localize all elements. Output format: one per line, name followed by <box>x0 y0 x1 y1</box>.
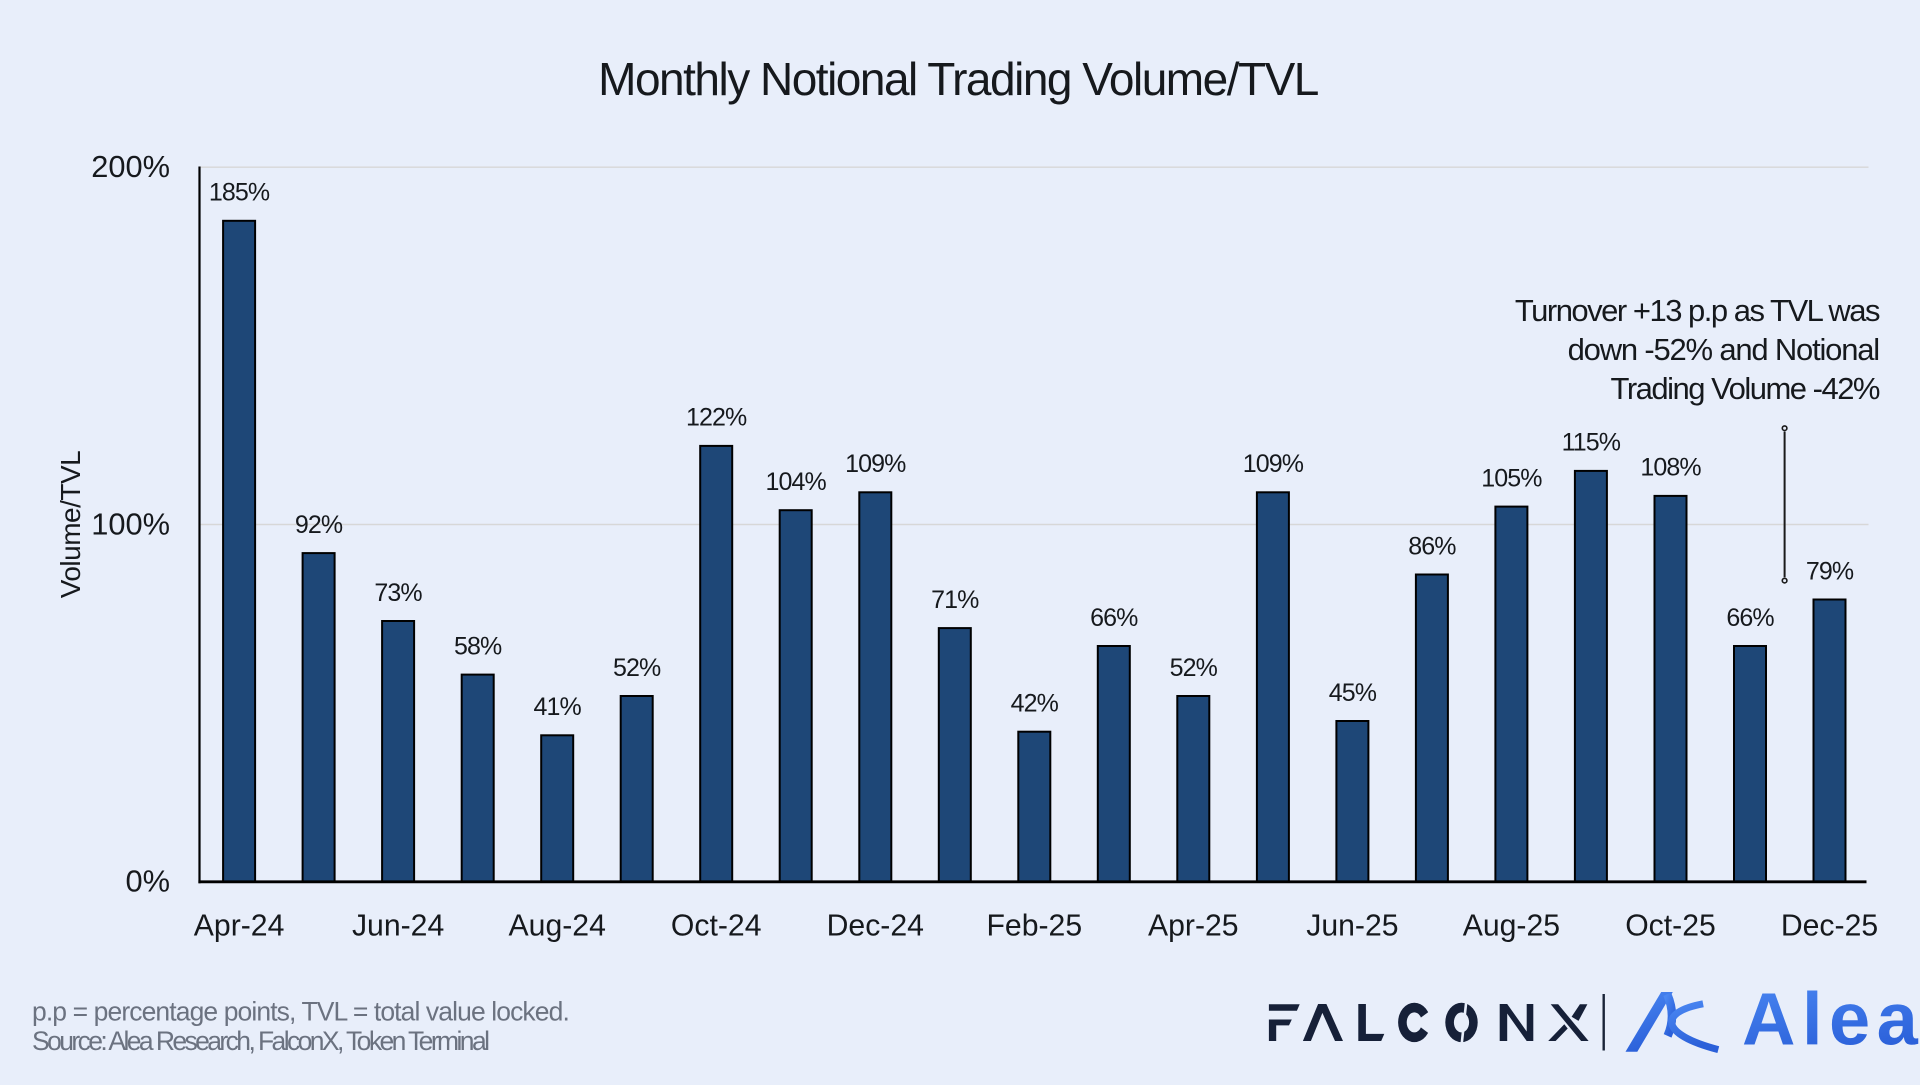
svg-text:Volume/TVL: Volume/TVL <box>55 451 86 599</box>
svg-text:108%: 108% <box>1640 454 1701 482</box>
svg-text:185%: 185% <box>209 179 270 207</box>
svg-text:Turnover +13 p.p as TVL was: Turnover +13 p.p as TVL was <box>1515 293 1880 328</box>
svg-text:105%: 105% <box>1481 464 1542 492</box>
svg-text:Trading Volume -42%: Trading Volume -42% <box>1611 371 1880 406</box>
svg-text:100%: 100% <box>91 507 170 542</box>
svg-text:Dec-25: Dec-25 <box>1781 910 1878 943</box>
svg-text:41%: 41% <box>534 693 582 721</box>
svg-text:71%: 71% <box>931 586 979 614</box>
svg-text:down -52% and Notional: down -52% and Notional <box>1568 332 1879 367</box>
svg-text:79%: 79% <box>1806 557 1854 585</box>
svg-text:Feb-25: Feb-25 <box>986 910 1082 943</box>
svg-text:Dec-24: Dec-24 <box>827 910 924 943</box>
svg-text:Apr-25: Apr-25 <box>1148 910 1239 943</box>
svg-text:Apr-24: Apr-24 <box>194 910 285 943</box>
svg-text:p.p = percentage points, TVL =: p.p = percentage points, TVL = total val… <box>32 996 569 1026</box>
svg-text:45%: 45% <box>1329 679 1377 707</box>
svg-text:109%: 109% <box>845 450 906 478</box>
svg-text:Jun-25: Jun-25 <box>1306 910 1398 943</box>
svg-text:86%: 86% <box>1408 532 1456 560</box>
svg-text:200%: 200% <box>91 149 170 184</box>
svg-text:Source: Alea Research, FalconX: Source: Alea Research, FalconX, Token Te… <box>32 1026 489 1056</box>
svg-text:Aug-25: Aug-25 <box>1463 910 1560 943</box>
svg-text:58%: 58% <box>454 632 502 660</box>
svg-text:Monthly Notional Trading Volum: Monthly Notional Trading Volume/TVL <box>598 53 1319 105</box>
svg-text:Oct-25: Oct-25 <box>1625 910 1716 943</box>
svg-text:109%: 109% <box>1243 450 1304 478</box>
svg-text:92%: 92% <box>295 511 343 539</box>
svg-text:73%: 73% <box>374 579 422 607</box>
svg-text:Aug-24: Aug-24 <box>509 910 606 943</box>
svg-text:115%: 115% <box>1562 429 1621 457</box>
svg-text:66%: 66% <box>1090 604 1138 632</box>
svg-text:122%: 122% <box>686 404 747 432</box>
svg-text:104%: 104% <box>766 468 827 496</box>
svg-text:0%: 0% <box>125 864 170 899</box>
svg-text:52%: 52% <box>613 654 661 682</box>
svg-text:Jun-24: Jun-24 <box>352 910 444 943</box>
svg-text:66%: 66% <box>1726 604 1774 632</box>
svg-text:Oct-24: Oct-24 <box>671 910 762 943</box>
svg-text:42%: 42% <box>1011 690 1059 718</box>
svg-text:52%: 52% <box>1170 654 1218 682</box>
svg-text:Alea: Alea <box>1742 978 1920 1061</box>
